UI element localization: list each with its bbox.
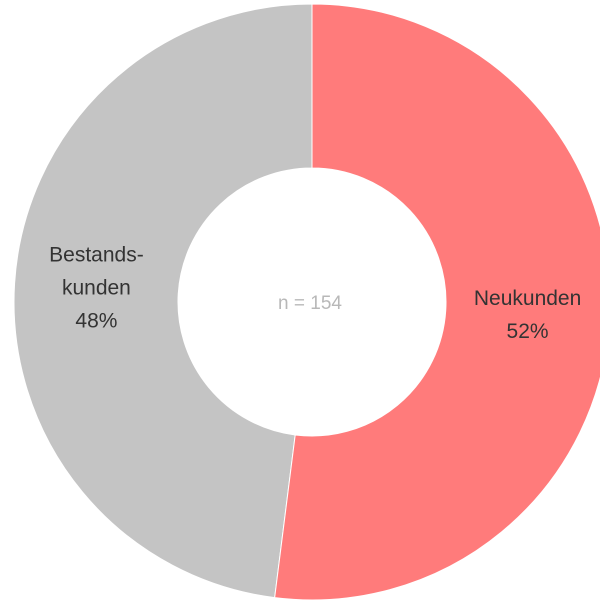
donut-slice	[274, 3, 600, 600]
value-label: 52%	[507, 320, 549, 343]
slice-label: Bestands-kunden 48%	[49, 243, 144, 332]
sample-size: n = 154	[278, 293, 342, 314]
category-label: kunden	[62, 276, 131, 299]
value-label: 48%	[75, 309, 117, 332]
donut-slice	[13, 3, 313, 599]
category-label: Neukunden	[474, 287, 581, 310]
category-label: Bestands-	[49, 243, 144, 266]
slice-label: Neukunden 52%	[474, 287, 581, 343]
